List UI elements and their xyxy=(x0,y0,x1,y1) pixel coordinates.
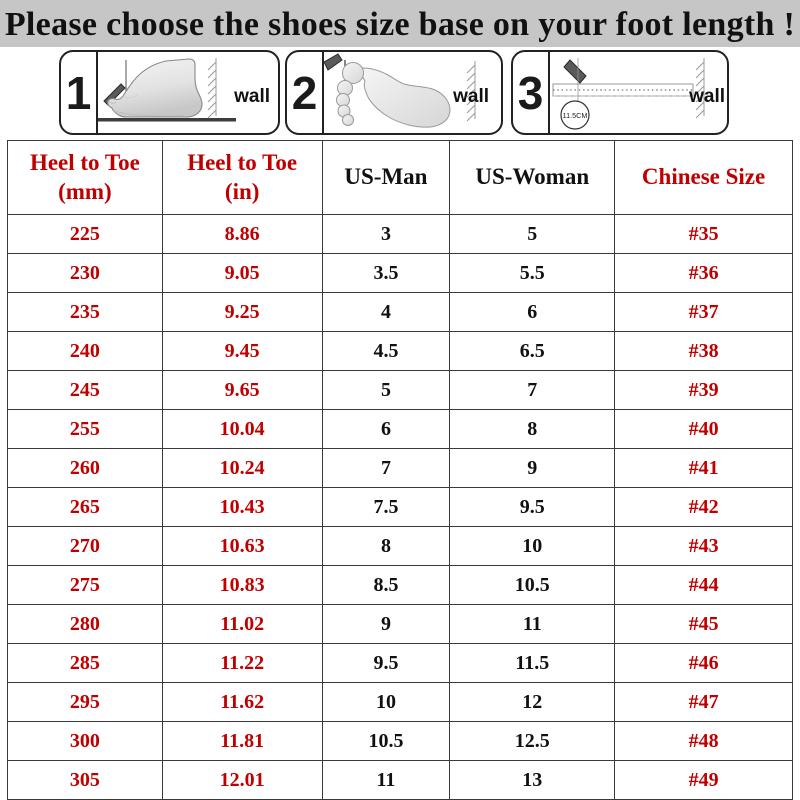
svg-text:11.5CM: 11.5CM xyxy=(563,111,588,120)
